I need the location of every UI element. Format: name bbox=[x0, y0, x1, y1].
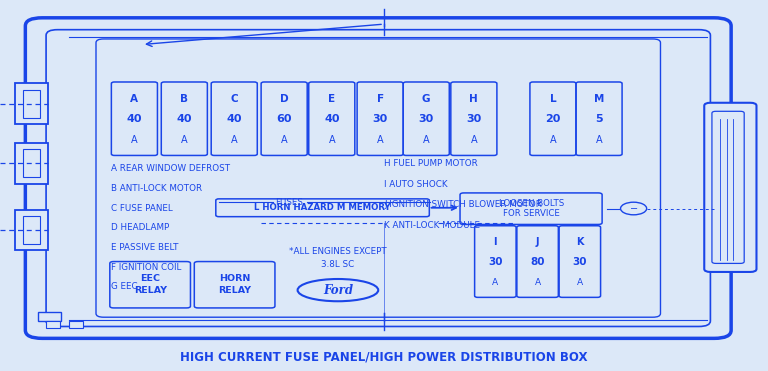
Bar bbox=[69, 321, 83, 328]
Text: F IGNITION COIL: F IGNITION COIL bbox=[111, 263, 182, 272]
Text: E: E bbox=[328, 94, 336, 104]
Text: A: A bbox=[377, 135, 383, 145]
Text: A: A bbox=[492, 278, 498, 287]
Bar bbox=[15, 210, 48, 250]
FancyBboxPatch shape bbox=[25, 18, 731, 338]
Text: G EEC: G EEC bbox=[111, 282, 138, 291]
Text: 40: 40 bbox=[127, 114, 142, 124]
Text: A: A bbox=[329, 135, 335, 145]
Text: 30: 30 bbox=[488, 257, 502, 266]
Text: C FUSE PANEL: C FUSE PANEL bbox=[111, 204, 173, 213]
Bar bbox=[23, 90, 40, 118]
Text: HIGH CURRENT FUSE PANEL/HIGH POWER DISTRIBUTION BOX: HIGH CURRENT FUSE PANEL/HIGH POWER DISTR… bbox=[180, 350, 588, 364]
Text: D HEADLAMP: D HEADLAMP bbox=[111, 223, 170, 232]
Text: A: A bbox=[471, 135, 477, 145]
Text: K ANTI-LOCK MODULE: K ANTI-LOCK MODULE bbox=[384, 221, 480, 230]
Text: E PASSIVE BELT: E PASSIVE BELT bbox=[111, 243, 179, 252]
Text: G: G bbox=[422, 94, 431, 104]
Text: A: A bbox=[231, 135, 237, 145]
Text: B: B bbox=[180, 94, 188, 104]
Text: I AUTO SHOCK: I AUTO SHOCK bbox=[384, 180, 448, 189]
Text: A: A bbox=[423, 135, 429, 145]
Text: 30: 30 bbox=[466, 114, 482, 124]
Text: 30: 30 bbox=[372, 114, 388, 124]
Bar bbox=[15, 143, 48, 184]
Text: 40: 40 bbox=[227, 114, 242, 124]
Text: 5: 5 bbox=[595, 114, 603, 124]
Text: B ANTI-LOCK MOTOR: B ANTI-LOCK MOTOR bbox=[111, 184, 203, 193]
Text: LOOSEN BOLTS
FOR SERVICE: LOOSEN BOLTS FOR SERVICE bbox=[499, 199, 564, 218]
Text: 40: 40 bbox=[324, 114, 339, 124]
Text: 30: 30 bbox=[419, 114, 434, 124]
Bar bbox=[23, 149, 40, 177]
Bar bbox=[38, 312, 61, 321]
Text: A: A bbox=[131, 135, 137, 145]
Text: A: A bbox=[535, 278, 541, 287]
Text: K: K bbox=[576, 237, 584, 247]
Text: FUSES: FUSES bbox=[275, 198, 303, 207]
Text: C: C bbox=[230, 94, 238, 104]
Text: J: J bbox=[536, 237, 539, 247]
Bar bbox=[15, 83, 48, 124]
Text: 20: 20 bbox=[545, 114, 561, 124]
Text: 30: 30 bbox=[573, 257, 587, 266]
FancyBboxPatch shape bbox=[704, 103, 756, 272]
Text: A REAR WINDOW DEFROST: A REAR WINDOW DEFROST bbox=[111, 164, 230, 173]
Text: −: − bbox=[630, 204, 637, 213]
Text: A: A bbox=[596, 135, 602, 145]
Text: J IGNITION SWITCH BLOWER MOTOR: J IGNITION SWITCH BLOWER MOTOR bbox=[384, 200, 542, 209]
Text: D: D bbox=[280, 94, 289, 104]
Text: *ALL ENGINES EXCEPT
3.8L SC: *ALL ENGINES EXCEPT 3.8L SC bbox=[289, 247, 387, 269]
Text: Ford: Ford bbox=[323, 283, 353, 297]
Text: HORN
RELAY: HORN RELAY bbox=[219, 274, 251, 295]
Bar bbox=[46, 321, 60, 328]
Text: 40: 40 bbox=[177, 114, 192, 124]
Text: A: A bbox=[281, 135, 287, 145]
Text: L: L bbox=[550, 94, 556, 104]
Text: H: H bbox=[469, 94, 478, 104]
Bar bbox=[23, 216, 40, 244]
Text: A: A bbox=[577, 278, 583, 287]
Text: 80: 80 bbox=[531, 257, 545, 266]
Text: F: F bbox=[376, 94, 384, 104]
Text: A: A bbox=[131, 94, 138, 104]
Text: A: A bbox=[550, 135, 556, 145]
Text: I: I bbox=[494, 237, 497, 247]
Text: EEC
RELAY: EEC RELAY bbox=[134, 274, 167, 295]
Text: H FUEL PUMP MOTOR: H FUEL PUMP MOTOR bbox=[384, 160, 478, 168]
Text: 60: 60 bbox=[276, 114, 292, 124]
Text: M: M bbox=[594, 94, 604, 104]
Text: A: A bbox=[181, 135, 187, 145]
Text: L HORN HAZARD M MEMORY: L HORN HAZARD M MEMORY bbox=[254, 203, 391, 212]
